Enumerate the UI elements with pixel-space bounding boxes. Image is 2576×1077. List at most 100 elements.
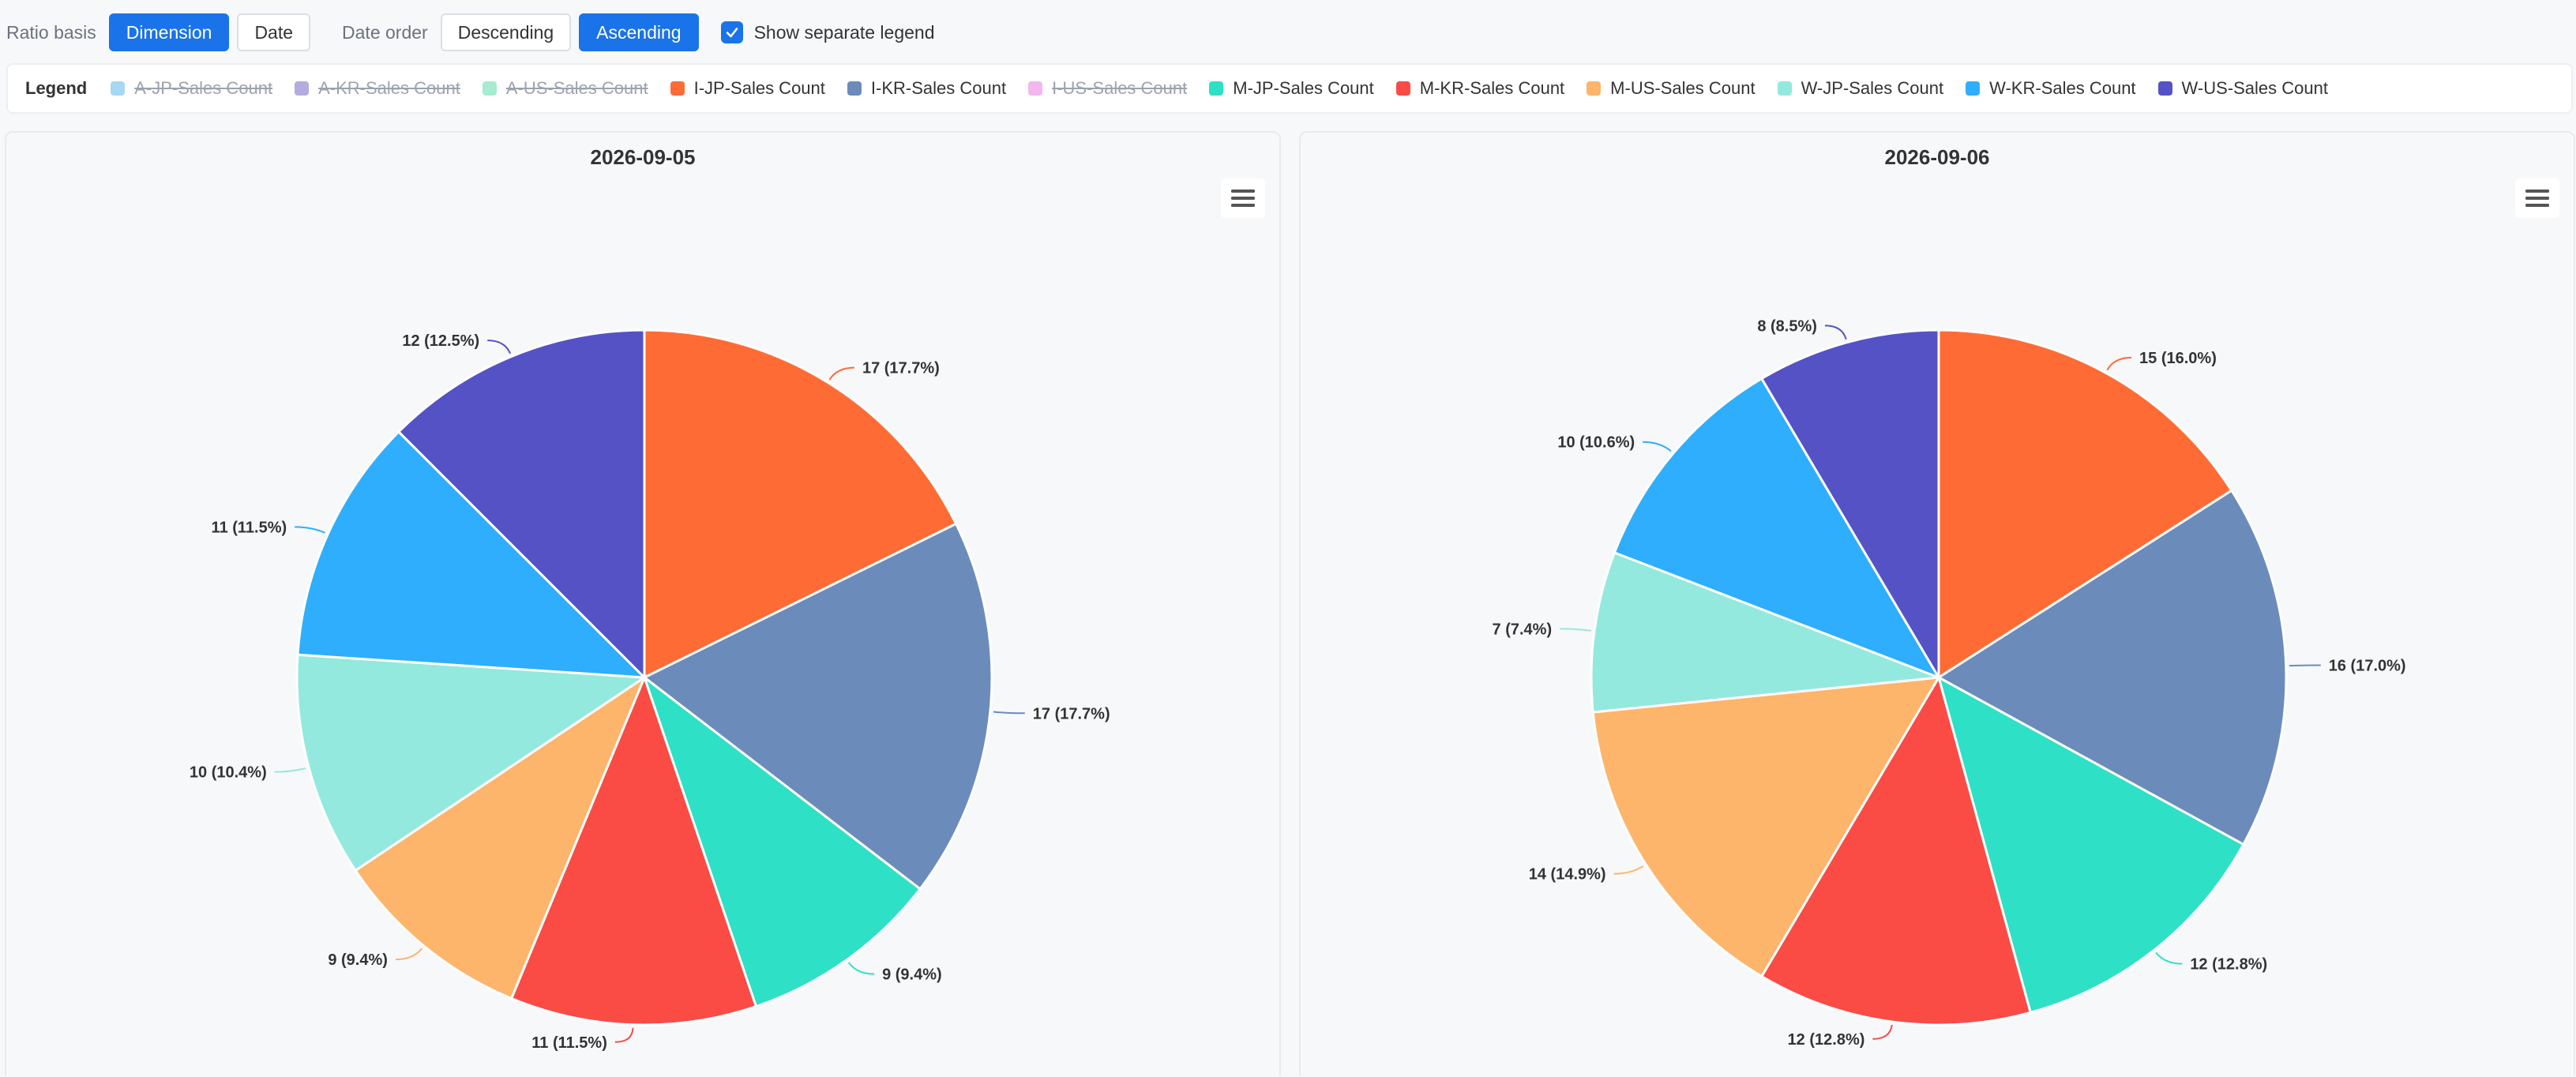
pie-slice[interactable] [1937,328,2233,680]
slice-data-label: 12 (12.8%) [1788,1031,1865,1049]
legend-item-label: A-JP-Sales Count [134,78,273,98]
order-descending-button[interactable]: Descending [440,13,572,51]
pie-slice[interactable] [1759,328,1940,682]
legend-item[interactable]: M-US-Sales Count [1587,78,1756,99]
slice-leader-line [1824,325,1847,340]
legend-item[interactable]: I-US-Sales Count [1028,78,1187,99]
legend-item[interactable]: M-KR-Sales Count [1395,78,1565,99]
chart-panel-2: 2026-09-06 15 (16.0%) 16 (17.0%) 12 (12.8%… [1299,131,2575,1075]
slice-data-label: 17 (17.7%) [862,360,940,377]
legend-swatch [1028,81,1043,96]
pie-slice[interactable] [641,674,922,1008]
chart-title: 2026-09-05 [590,145,696,169]
legend-item-label: M-JP-Sales Count [1233,78,1374,98]
legend-item-label: I-KR-Sales Count [870,78,1007,98]
chart-panel-1: 2026-09-05 17 (17.7%) 17 (17.7%) 9 (9.4%) 1… [5,131,1281,1075]
legend-item-label: A-US-Sales Count [505,78,648,98]
slice-data-label: 11 (11.5%) [212,519,287,536]
legend-item-label: W-KR-Sales Count [1989,78,2136,98]
legend-swatch [1777,81,1792,96]
chart-menu-button[interactable] [1221,178,1265,218]
legend-item-label: I-JP-Sales Count [693,78,825,98]
legend-item-label: W-US-Sales Count [2181,78,2328,98]
legend-swatch [295,81,310,96]
slice-data-label: 10 (10.4%) [190,764,267,782]
separate-legend-label: Show separate legend [753,21,935,43]
legend-item-label: A-KR-Sales Count [318,78,460,98]
pie-slice[interactable] [1591,676,1941,978]
pie-slice[interactable] [396,328,646,681]
toolbar: Ratio basis Dimension Date Date order De… [0,13,934,52]
slice-leader-line [295,526,325,534]
chart-title: 2026-09-06 [1884,145,1990,169]
legend-item-label: M-KR-Sales Count [1419,78,1565,98]
separate-legend-toggle[interactable]: Show separate legend [720,21,935,43]
slice-leader-line [2106,356,2132,371]
legend-item[interactable]: W-US-Sales Count [2157,78,2328,99]
ratio-dimension-button[interactable]: Dimension [108,13,230,51]
legend-swatch [1587,81,1602,96]
slice-data-label: 8 (8.5%) [1757,317,1817,335]
legend-item-label: I-US-Sales Count [1052,78,1188,98]
pie-slice[interactable] [1613,377,1942,680]
checkbox-checked-icon[interactable] [720,21,743,43]
slice-data-label: 12 (12.5%) [402,332,479,350]
slice-data-label: 14 (14.9%) [1529,866,1606,884]
slice-leader-line [1613,865,1644,875]
slice-leader-line [993,711,1025,715]
slice-data-label: 16 (17.0%) [2329,658,2406,675]
pie-slice[interactable] [1936,489,2288,846]
legend-item[interactable]: A-JP-Sales Count [111,78,272,99]
legend-swatch [1395,81,1410,96]
legend-item-label: W-JP-Sales Count [1801,78,1944,98]
pie-chart-svg: 15 (16.0%) 16 (17.0%) 12 (12.8%) 12 (12.8%)… [1493,317,2406,1049]
slice-leader-line [1560,628,1592,632]
slice-data-label: 10 (10.6%) [1557,434,1635,452]
order-ascending-button[interactable]: Ascending [579,13,699,51]
pie-slice[interactable] [295,653,648,872]
pie-slice[interactable] [354,674,648,1000]
slice-data-label: 15 (16.0%) [2139,350,2217,367]
pie-slice[interactable] [1759,674,2033,1026]
slice-leader-line [614,1027,634,1043]
legend-item[interactable]: A-US-Sales Count [482,78,648,99]
pie-slice[interactable] [296,430,648,679]
pie-slice[interactable] [509,674,758,1026]
pie-chart-svg: 17 (17.7%) 17 (17.7%) 9 (9.4%) 11 (11.5%) 9 … [190,328,1110,1052]
slice-leader-line [2155,951,2183,965]
legend-swatch [2157,81,2172,96]
legend-swatch [482,81,497,96]
slice-data-label: 7 (7.4%) [1493,621,1553,638]
pie-slice[interactable] [1590,550,1940,714]
legend-item[interactable]: I-KR-Sales Count [847,78,1006,99]
legend-swatch [1209,81,1224,96]
legend-bar: Legend A-JP-Sales Count A-KR-Sales Count A… [6,63,2573,114]
legend-title: Legend [25,78,88,98]
hamburger-menu-icon [1231,190,1255,207]
ratio-date-button[interactable]: Date [237,13,311,51]
legend-item[interactable]: W-JP-Sales Count [1777,78,1944,99]
legend-item[interactable]: A-KR-Sales Count [295,78,460,99]
pie-slice[interactable] [642,522,993,891]
date-order-label: Date order [342,21,428,43]
pie-slice[interactable] [643,328,958,680]
legend-item[interactable]: M-JP-Sales Count [1209,78,1374,99]
pie-slice[interactable] [1936,674,2245,1015]
slice-data-label: 12 (12.8%) [2190,956,2267,974]
slice-leader-line [1643,441,1672,452]
slice-leader-line [395,948,423,961]
slice-leader-line [847,962,875,975]
ratio-basis-label: Ratio basis [6,21,96,43]
legend-item[interactable]: I-JP-Sales Count [670,78,825,99]
legend-swatch [111,81,126,96]
slice-data-label: 17 (17.7%) [1033,705,1110,722]
legend-item-label: M-US-Sales Count [1610,78,1756,98]
hamburger-menu-icon [2525,190,2549,207]
chart-menu-button[interactable] [2515,178,2559,218]
legend-item[interactable]: W-KR-Sales Count [1966,78,2136,99]
slice-data-label: 9 (9.4%) [328,951,388,969]
slice-data-label: 9 (9.4%) [882,966,942,984]
legend-swatch [1966,81,1981,96]
legend-swatch [670,81,685,96]
slice-leader-line [828,366,854,381]
